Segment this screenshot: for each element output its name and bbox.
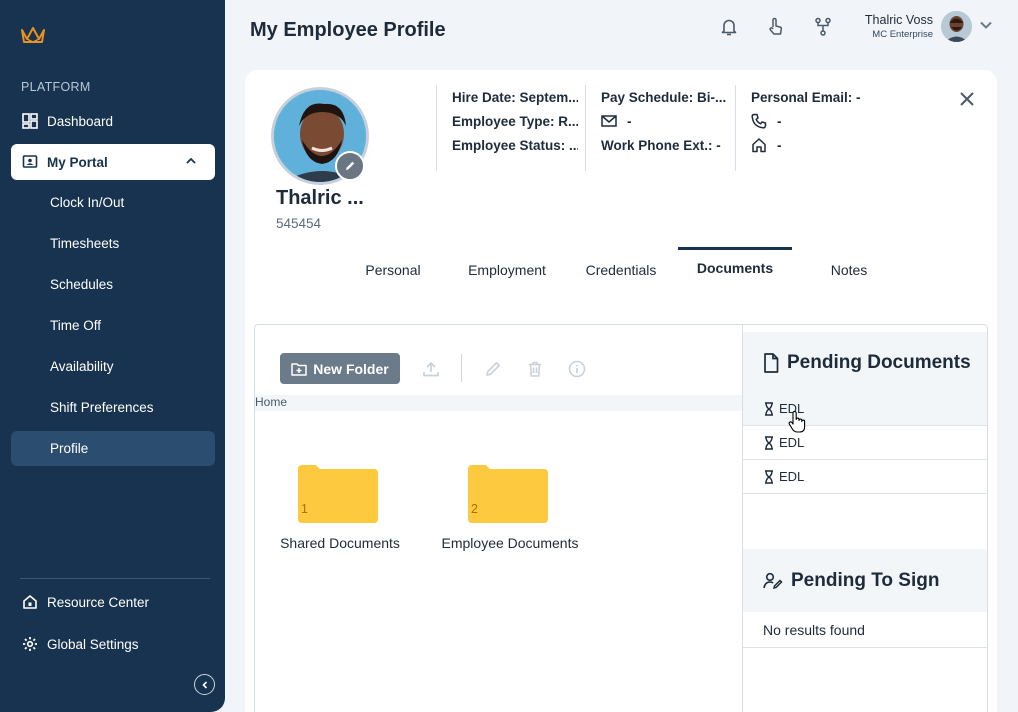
- hourglass-icon: [763, 435, 775, 450]
- no-results-text: No results found: [743, 612, 987, 648]
- dashboard-icon: [21, 112, 39, 130]
- pending-document-item[interactable]: EDL: [743, 426, 987, 460]
- pay-schedule: Pay Schedule: Bi-...: [601, 89, 727, 105]
- employee-type: Employee Type: R...: [452, 113, 578, 129]
- pending-document-name: EDL: [779, 469, 805, 484]
- breadcrumb: Home: [255, 395, 742, 411]
- employee-id: 545454: [276, 216, 322, 231]
- sidebar-item-my-portal-label: My Portal: [47, 154, 108, 170]
- hire-date: Hire Date: Septem...: [452, 89, 578, 105]
- personal-email: Personal Email: -: [751, 89, 861, 105]
- folder-plus-icon: [291, 362, 308, 376]
- folder-icon: [468, 465, 548, 523]
- page-title: My Employee Profile: [250, 19, 446, 41]
- new-folder-button[interactable]: New Folder: [280, 353, 400, 384]
- tab-employment[interactable]: Employment: [468, 262, 546, 278]
- chevron-down-icon[interactable]: [979, 18, 993, 32]
- folder-count: 1: [301, 502, 308, 516]
- new-folder-label: New Folder: [313, 360, 389, 377]
- documents-divider: [742, 325, 743, 712]
- active-tab-indicator: [678, 247, 792, 250]
- pending-to-sign-header: Pending To Sign: [743, 549, 987, 612]
- info-icon[interactable]: [566, 358, 588, 380]
- pending-document-name: EDL: [779, 401, 805, 416]
- pending-document-name: EDL: [779, 435, 805, 450]
- phone-icon: [751, 113, 767, 129]
- sidebar-item-my-portal[interactable]: My Portal: [11, 144, 215, 180]
- pending-documents-title: Pending Documents: [787, 352, 971, 373]
- home-icon: [751, 137, 767, 153]
- tab-documents[interactable]: Documents: [696, 260, 774, 276]
- toolbar-separator: [461, 354, 462, 382]
- trash-icon[interactable]: [524, 358, 546, 380]
- breadcrumb-home[interactable]: Home: [255, 395, 288, 409]
- folder-label: Shared Documents: [280, 535, 400, 551]
- tab-notes[interactable]: Notes: [830, 262, 868, 278]
- sidebar: PLATFORM Dashboard My Portal Clock In/Ou…: [0, 0, 225, 712]
- employee-name: Thalric ...: [276, 187, 364, 209]
- portal-icon: [21, 153, 39, 171]
- sidebar-item-timesheets[interactable]: Timesheets: [50, 236, 120, 251]
- tab-credentials[interactable]: Credentials: [585, 262, 657, 278]
- user-avatar[interactable]: [941, 11, 972, 42]
- collapse-sidebar-button[interactable]: [194, 674, 215, 695]
- sidebar-item-global-settings-label: Global Settings: [47, 636, 139, 652]
- folder-count: 2: [471, 502, 478, 516]
- email-value: -: [627, 113, 632, 129]
- org-chart-icon[interactable]: [812, 16, 834, 38]
- upload-icon[interactable]: [420, 358, 442, 380]
- folder-icon: [298, 465, 378, 523]
- tab-personal[interactable]: Personal: [365, 262, 421, 278]
- pending-documents-header: Pending Documents: [743, 332, 987, 394]
- hourglass-icon: [763, 401, 775, 416]
- pending-to-sign-title: Pending To Sign: [791, 569, 940, 591]
- home-value: -: [777, 137, 782, 153]
- employment-info-column: Hire Date: Septem... Employee Type: R...…: [436, 85, 578, 171]
- platform-section-label: PLATFORM: [21, 80, 91, 94]
- hourglass-icon: [763, 469, 775, 484]
- sidebar-item-time-off[interactable]: Time Off: [50, 318, 102, 333]
- edit-photo-button[interactable]: [335, 151, 365, 181]
- folder-employee-documents[interactable]: 2: [468, 465, 548, 523]
- close-icon[interactable]: [956, 88, 978, 110]
- signature-icon: [763, 572, 783, 590]
- user-organization: MC Enterprise: [872, 29, 933, 40]
- sidebar-item-schedules[interactable]: Schedules: [50, 277, 114, 292]
- document-icon: [763, 353, 779, 373]
- sidebar-divider: [20, 578, 210, 579]
- chevron-left-icon: [201, 680, 207, 689]
- notifications-bell-icon[interactable]: [718, 16, 740, 38]
- sidebar-item-resource-center-label: Resource Center: [47, 594, 150, 610]
- sidebar-item-resource-center[interactable]: Resource Center: [11, 584, 215, 620]
- employee-photo: [271, 87, 369, 185]
- pay-info-column: Pay Schedule: Bi-... - Work Phone Ext.: …: [585, 85, 728, 171]
- sidebar-item-shift-preferences[interactable]: Shift Preferences: [50, 400, 154, 415]
- edit-icon[interactable]: [482, 358, 504, 380]
- hand-cursor-icon: [788, 410, 806, 433]
- sidebar-item-dashboard[interactable]: Dashboard: [11, 103, 215, 139]
- touch-pointer-icon[interactable]: [764, 16, 786, 38]
- chevron-up-icon[interactable]: [185, 155, 197, 167]
- mail-icon: [601, 115, 617, 127]
- folder-shared-documents[interactable]: 1: [298, 465, 378, 523]
- phone-value: -: [777, 113, 782, 129]
- user-name: Thalric Voss: [864, 13, 933, 27]
- pending-document-item[interactable]: EDL: [743, 392, 987, 426]
- contact-info-column: Personal Email: - - -: [735, 85, 885, 171]
- home-lock-icon: [21, 593, 39, 611]
- sidebar-item-profile[interactable]: Profile: [11, 431, 215, 466]
- sidebar-item-availability[interactable]: Availability: [50, 359, 114, 374]
- pending-document-item[interactable]: EDL: [743, 460, 987, 494]
- gear-icon: [21, 635, 39, 653]
- sidebar-item-clock-in-out[interactable]: Clock In/Out: [50, 195, 125, 210]
- work-phone-ext: Work Phone Ext.: -: [601, 137, 721, 153]
- sidebar-item-global-settings[interactable]: Global Settings: [11, 626, 215, 662]
- crown-logo-icon[interactable]: [20, 24, 46, 46]
- employee-status: Employee Status: ...: [452, 137, 578, 153]
- pencil-icon: [346, 161, 355, 170]
- folder-label: Employee Documents: [441, 535, 579, 551]
- sidebar-item-dashboard-label: Dashboard: [47, 113, 114, 129]
